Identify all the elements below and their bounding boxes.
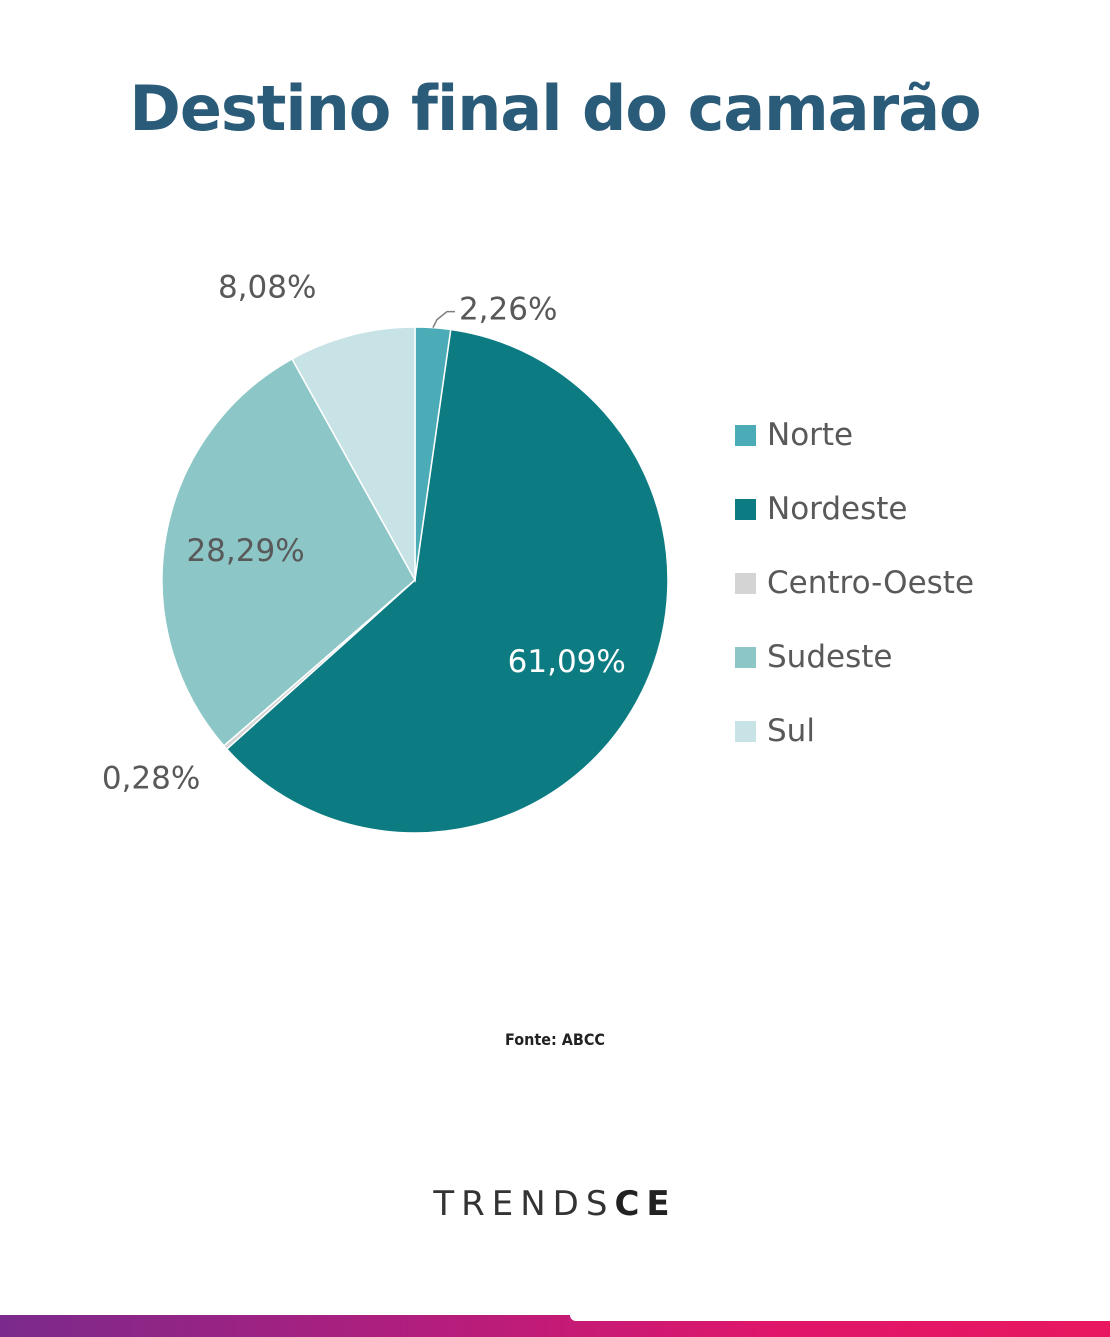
legend-swatch <box>735 424 756 446</box>
logo-text-regular: TRENDS <box>433 1184 615 1224</box>
legend-item-norte: Norte <box>735 398 1055 472</box>
legend-swatch <box>735 646 756 668</box>
pie-slice-nordeste <box>225 328 669 834</box>
source-note: Fonte: ABCC <box>505 1030 605 1049</box>
leader-line-norte <box>432 310 455 328</box>
legend-label: Centro-Oeste <box>767 565 975 601</box>
legend-item-nordeste: Nordeste <box>735 472 1055 546</box>
data-label-centro-oeste: 0,28% <box>102 761 200 797</box>
legend-swatch <box>735 572 756 594</box>
legend-label: Norte <box>767 417 854 453</box>
pie-chart: 2,26% 61,09% 0,28% 28,29% 8,08% <box>102 270 669 834</box>
pie-slice-sudeste <box>161 357 416 747</box>
legend-item-sudeste: Sudeste <box>735 620 1055 694</box>
logo-text-bold: CE <box>614 1184 677 1224</box>
pie-slice-sul <box>290 326 416 583</box>
data-label-sul: 8,08% <box>218 270 316 306</box>
brand-logo: TRENDSCE <box>0 1184 1110 1224</box>
bottom-bar-notch <box>570 1315 1110 1321</box>
legend-label: Nordeste <box>767 491 908 527</box>
legend-swatch <box>735 498 756 520</box>
legend-label: Sudeste <box>767 639 893 675</box>
legend-swatch <box>735 720 756 742</box>
data-label-norte: 2,26% <box>459 292 557 328</box>
data-label-sudeste: 28,29% <box>186 533 304 569</box>
legend-item-sul: Sul <box>735 694 1055 768</box>
data-label-nordeste: 61,09% <box>508 644 626 680</box>
chart-title: Destino final do camarão <box>129 72 981 145</box>
legend-label: Sul <box>767 713 815 749</box>
chart-legend: Norte Nordeste Centro-Oeste Sudeste Sul <box>735 398 1055 768</box>
legend-item-centro-oeste: Centro-Oeste <box>735 546 1055 620</box>
